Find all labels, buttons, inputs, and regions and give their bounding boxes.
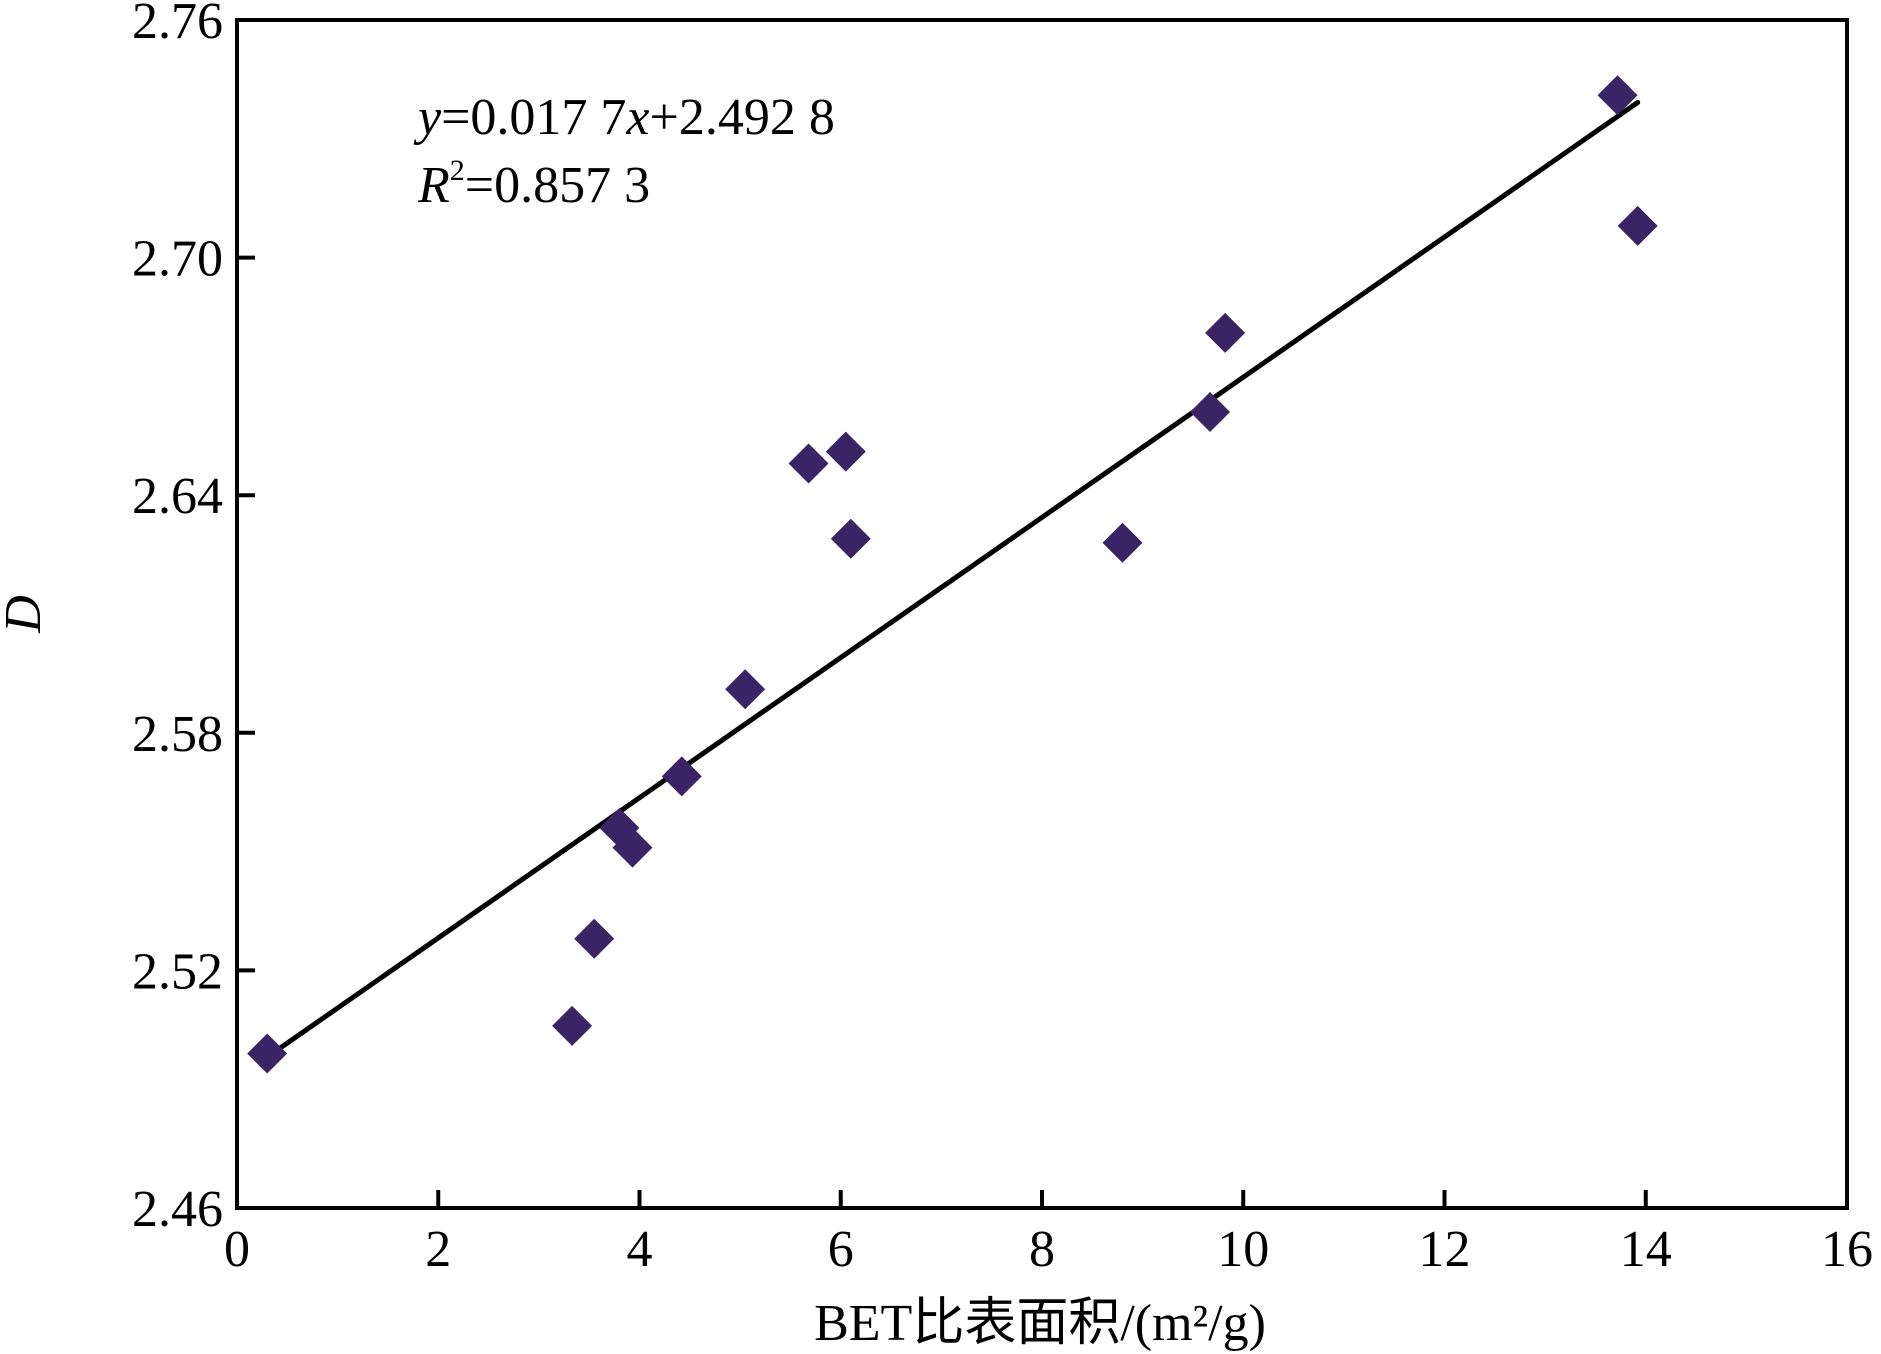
data-point-diamond xyxy=(1617,205,1658,246)
y-axis-title: D xyxy=(0,595,52,634)
x-tick-label: 16 xyxy=(1821,1221,1873,1278)
y-tick-label: 2.46 xyxy=(132,1181,223,1238)
x-tick-label: 12 xyxy=(1419,1221,1471,1278)
x-tick-label: 14 xyxy=(1620,1221,1672,1278)
r-squared-text: R2=0.857 3 xyxy=(417,154,650,214)
data-point-diamond xyxy=(725,669,766,710)
data-point-diamond xyxy=(552,1005,593,1046)
y-tick-label: 2.64 xyxy=(132,468,223,525)
data-point-diamond xyxy=(247,1033,288,1074)
y-tick-label: 2.76 xyxy=(132,0,223,50)
x-axis-ticks: 0 2 4 6 8 10 12 14 16 xyxy=(224,1190,1873,1278)
y-tick-label: 2.52 xyxy=(132,943,223,1000)
x-axis-title: BET比表面积/(m²/g) xyxy=(814,1295,1266,1352)
data-point-diamond xyxy=(661,756,702,797)
regression-line xyxy=(264,99,1641,1060)
data-point-diamond xyxy=(830,518,871,559)
x-tick-label: 6 xyxy=(828,1221,854,1278)
y-tick-label: 2.70 xyxy=(132,231,223,288)
x-tick-label: 4 xyxy=(627,1221,653,1278)
data-point-diamond xyxy=(1190,392,1231,433)
y-tick-label: 2.58 xyxy=(132,706,223,763)
equation-text: y=0.017 7x+2.492 8 xyxy=(413,89,835,146)
data-point-diamond xyxy=(788,443,829,484)
data-points xyxy=(247,75,1658,1074)
x-tick-label: 8 xyxy=(1029,1221,1055,1278)
data-point-diamond xyxy=(1205,312,1246,353)
x-tick-label: 2 xyxy=(425,1221,451,1278)
x-tick-label: 10 xyxy=(1217,1221,1269,1278)
y-axis-ticks: 2.46 2.52 2.58 2.64 2.70 2.76 xyxy=(132,0,255,1238)
data-point-diamond xyxy=(1102,522,1143,563)
data-point-diamond xyxy=(612,827,653,868)
x-tick-label: 0 xyxy=(224,1221,250,1278)
data-point-diamond xyxy=(574,918,615,959)
data-point-diamond xyxy=(1597,75,1638,116)
data-point-diamond xyxy=(825,431,866,472)
